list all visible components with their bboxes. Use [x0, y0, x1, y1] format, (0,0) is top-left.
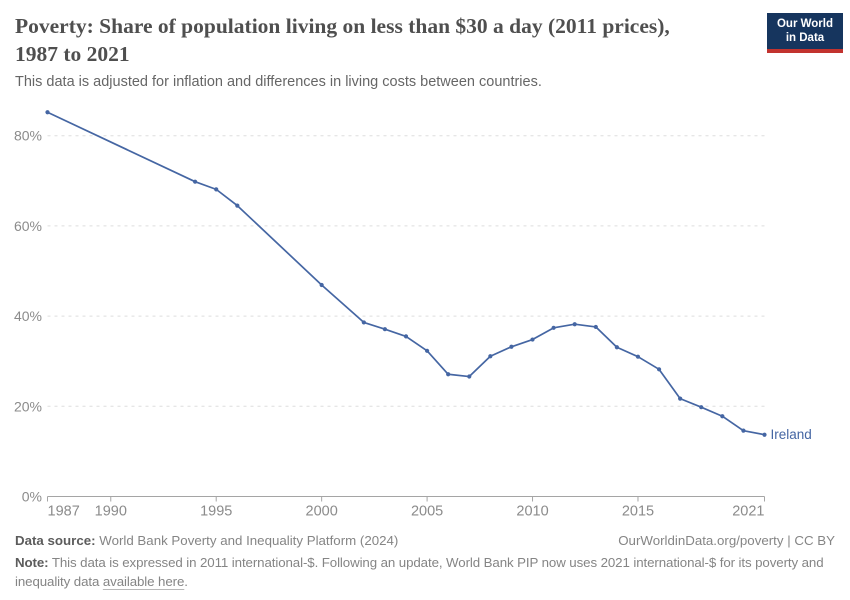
chart-subtitle: This data is adjusted for inflation and …	[15, 74, 542, 90]
x-tick-label: 2000	[306, 504, 338, 520]
y-tick-label: 80%	[14, 128, 42, 144]
data-point-marker[interactable]	[762, 432, 767, 437]
data-point-marker[interactable]	[488, 354, 493, 359]
available-here-link[interactable]: available here	[102, 573, 185, 589]
note-line: Note: This data is expressed in 2011 int…	[15, 554, 835, 591]
data-point-marker[interactable]	[446, 372, 451, 377]
note-label: Note:	[15, 555, 49, 570]
data-point-marker[interactable]	[319, 282, 324, 288]
x-tick-label: 2005	[411, 504, 443, 520]
data-point-marker[interactable]	[593, 324, 598, 330]
data-point-marker[interactable]	[235, 203, 240, 208]
x-tick-label: 1990	[95, 504, 127, 520]
y-tick-label: 20%	[14, 398, 42, 414]
data-point-marker[interactable]	[193, 179, 198, 184]
data-point-marker[interactable]	[509, 344, 514, 349]
series-end-label: Ireland	[771, 427, 812, 442]
y-tick-label: 40%	[14, 308, 42, 324]
header: Poverty: Share of population living on l…	[15, 13, 705, 92]
data-point-marker[interactable]	[214, 187, 219, 192]
owid-logo[interactable]: Our World in Data	[767, 13, 843, 53]
note-suffix: .	[184, 573, 188, 589]
data-point-marker[interactable]	[551, 325, 556, 330]
x-tick-label: 2021	[732, 504, 764, 520]
data-point-marker[interactable]	[720, 414, 725, 419]
data-point-marker[interactable]	[467, 374, 472, 379]
owid-logo-line2: in Data	[785, 31, 825, 44]
chart-title: Poverty: Share of population living on l…	[15, 14, 670, 66]
x-tick-label: 2010	[516, 504, 548, 520]
y-tick-label: 60%	[14, 218, 42, 234]
data-point-marker[interactable]	[614, 345, 619, 350]
x-tick-label: 1987	[48, 504, 80, 520]
data-point-marker[interactable]	[45, 110, 50, 115]
data-source-line: Data source: World Bank Poverty and Ineq…	[15, 532, 398, 549]
data-point-marker[interactable]	[530, 337, 535, 342]
data-point-marker[interactable]	[741, 428, 746, 433]
data-source-value: World Bank Poverty and Inequality Platfo…	[95, 533, 399, 548]
note-text: This data is expressed in 2011 internati…	[15, 555, 824, 589]
data-line-ireland[interactable]	[46, 111, 766, 436]
data-point-marker[interactable]	[678, 396, 683, 401]
data-point-marker[interactable]	[424, 348, 430, 353]
y-tick-label: 0%	[22, 489, 42, 505]
data-point-marker[interactable]	[361, 320, 366, 325]
data-point-marker[interactable]	[635, 354, 641, 359]
data-point-marker[interactable]	[382, 327, 388, 332]
data-point-marker[interactable]	[403, 334, 409, 339]
data-point-marker[interactable]	[656, 367, 662, 372]
x-tick-label: 2015	[622, 504, 654, 520]
data-point-marker[interactable]	[572, 322, 577, 327]
owid-logo-line1: Our World	[776, 18, 833, 30]
data-source-label: Data source:	[15, 533, 96, 548]
attribution: OurWorldinData.org/poverty | CC BY	[618, 533, 835, 548]
data-point-marker[interactable]	[699, 405, 704, 410]
footer: Data source: World Bank Poverty and Ineq…	[15, 532, 835, 591]
x-tick-label: 1995	[200, 504, 232, 520]
